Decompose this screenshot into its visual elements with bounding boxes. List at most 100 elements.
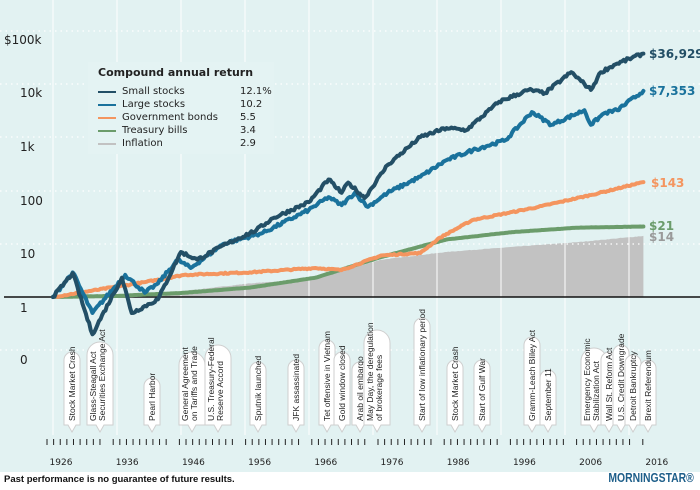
end-value-label: $21 bbox=[649, 219, 674, 233]
callout-bubble bbox=[318, 339, 336, 434]
event-callout: Sputnik launched bbox=[249, 356, 267, 434]
callout-bubble bbox=[178, 351, 206, 434]
end-value-label: $7,353 bbox=[649, 84, 695, 98]
event-callout: Start of Gulf War bbox=[473, 358, 491, 434]
y-tick-label: $100k bbox=[4, 33, 42, 47]
event-callout: Gold window closed bbox=[333, 345, 351, 434]
event-label: Stock Market Crash bbox=[450, 346, 460, 421]
event-label-line: Stock Market Crash bbox=[450, 346, 460, 421]
event-label-line: Reserve Accord bbox=[215, 361, 225, 421]
event-label-line: Arab oil embargo bbox=[355, 356, 365, 421]
callout-bubble bbox=[333, 351, 351, 434]
legend-swatch bbox=[98, 91, 116, 93]
x-tick-label: 2016 bbox=[645, 458, 668, 468]
event-label-line: Gramm-Leach Bliley Act bbox=[527, 329, 537, 421]
callout-bubble bbox=[639, 359, 657, 434]
event-label-line: on Tariffs and Trade bbox=[189, 346, 199, 421]
callout-bubble bbox=[363, 329, 391, 434]
callout-bubble bbox=[523, 336, 541, 434]
x-tick-label: 1936 bbox=[116, 458, 139, 468]
event-label-line: Start of low inflationary period bbox=[417, 309, 427, 421]
event-callout: Stock Market Crash bbox=[63, 346, 81, 434]
event-label: May Day, the deregulationof brokerage fe… bbox=[365, 322, 384, 421]
event-label: Start of Gulf War bbox=[477, 358, 487, 421]
legend-value: 3.4 bbox=[240, 125, 256, 136]
y-tick-label: 10 bbox=[20, 247, 35, 261]
event-label-line: Securities Exchange Act bbox=[97, 329, 107, 421]
series-line-small-stocks bbox=[51, 51, 646, 337]
event-label: Stock Market Crash bbox=[67, 346, 77, 421]
legend-value: 12.1% bbox=[240, 86, 272, 97]
legend-label: Inflation bbox=[122, 138, 163, 149]
y-tick-label: 10k bbox=[20, 86, 42, 100]
y-tick-label: 1 bbox=[20, 301, 28, 315]
event-label-line: September 11 bbox=[543, 368, 553, 421]
event-label: Detroit Bankruptcy bbox=[628, 350, 638, 421]
x-tick-label: 1996 bbox=[513, 458, 536, 468]
legend-item: Treasury bills 3.4 bbox=[98, 125, 268, 137]
event-label: Gramm-Leach Bliley Act bbox=[527, 329, 537, 421]
morningstar-logo: MORNINGSTAR® bbox=[608, 470, 694, 485]
disclaimer: Past performance is no guarantee of futu… bbox=[4, 474, 235, 485]
event-label-line: U.S. Treasury-Federal bbox=[206, 337, 216, 421]
legend-label: Treasury bills bbox=[122, 125, 188, 136]
legend-label: Government bonds bbox=[122, 112, 218, 123]
event-label-line: Wall St. Reform Act bbox=[604, 347, 614, 421]
legend-swatch bbox=[98, 117, 116, 119]
y-tick-label: 0 bbox=[20, 353, 28, 367]
event-callout: General Agreementon Tariffs and Trade bbox=[178, 346, 206, 434]
event-label-line: Stock Market Crash bbox=[67, 346, 77, 421]
event-callout: Pearl Harbor bbox=[143, 373, 161, 434]
legend-swatch bbox=[98, 130, 116, 132]
event-callout: Detroit Bankruptcy bbox=[624, 350, 642, 434]
legend-title: Compound annual return bbox=[98, 66, 254, 79]
event-label-line: Sputnik launched bbox=[253, 356, 263, 421]
event-label: Wall St. Reform Act bbox=[604, 347, 614, 421]
event-callout: Start of low inflationary period bbox=[413, 309, 431, 434]
callout-bubble bbox=[446, 359, 464, 434]
legend-label: Large stocks bbox=[122, 99, 186, 110]
event-label: U.S. Credit Downgrade bbox=[616, 333, 626, 421]
event-label: Arab oil embargo bbox=[355, 356, 365, 421]
event-label: September 11 bbox=[543, 368, 553, 421]
callout-bubble bbox=[86, 341, 114, 434]
event-callout: Stock Market Crash bbox=[446, 346, 464, 434]
event-callout: May Day, the deregulationof brokerage fe… bbox=[363, 322, 391, 434]
event-label-line: of brokerage fees bbox=[374, 355, 384, 421]
event-label-line: Glass-Steagall Act bbox=[88, 351, 98, 421]
event-label: Tet offensive in Vietnam bbox=[322, 331, 332, 421]
x-tick-label: 2006 bbox=[579, 458, 602, 468]
event-callout: U.S. Treasury-FederalReserve Accord bbox=[204, 337, 232, 434]
event-label-line: U.S. Credit Downgrade bbox=[616, 333, 626, 421]
event-label-line: Brexit Referendum bbox=[643, 350, 653, 421]
event-label: Pearl Harbor bbox=[147, 373, 157, 421]
event-label-line: Emergency Economic bbox=[582, 338, 592, 421]
event-callout: September 11 bbox=[539, 368, 557, 434]
event-label-line: Tet offensive in Vietnam bbox=[322, 331, 332, 421]
legend: Compound annual return Small stocks 12.1%… bbox=[88, 62, 274, 154]
event-label: Sputnik launched bbox=[253, 356, 263, 421]
event-label: Glass-Steagall ActSecurities Exchange Ac… bbox=[88, 329, 107, 421]
event-label: Gold window closed bbox=[337, 345, 347, 421]
event-label-line: Detroit Bankruptcy bbox=[628, 350, 638, 421]
x-tick-label: 1966 bbox=[314, 458, 337, 468]
legend-label: Small stocks bbox=[122, 86, 185, 97]
callout-bubble bbox=[473, 359, 491, 434]
legend-value: 5.5 bbox=[240, 112, 256, 123]
callout-bubble bbox=[249, 361, 267, 434]
event-callout: Brexit Referendum bbox=[639, 350, 657, 434]
x-tick-label: 1956 bbox=[248, 458, 271, 468]
series-line-large-stocks bbox=[51, 88, 646, 315]
series-line-government-bonds bbox=[51, 180, 646, 299]
legend-item: Small stocks 12.1% bbox=[98, 86, 272, 98]
end-value-label: $14 bbox=[649, 230, 674, 244]
x-tick-label: 1976 bbox=[381, 458, 404, 468]
callout-bubble bbox=[287, 359, 305, 434]
event-label: Start of low inflationary period bbox=[417, 309, 427, 421]
legend-item: Government bonds 5.5 bbox=[98, 112, 268, 124]
end-value-label: $36,929 bbox=[649, 47, 700, 61]
y-tick-label: 100 bbox=[20, 194, 43, 208]
event-label: Emergency EconomicStabilization Act bbox=[582, 338, 601, 421]
event-label-line: May Day, the deregulation bbox=[365, 322, 375, 421]
